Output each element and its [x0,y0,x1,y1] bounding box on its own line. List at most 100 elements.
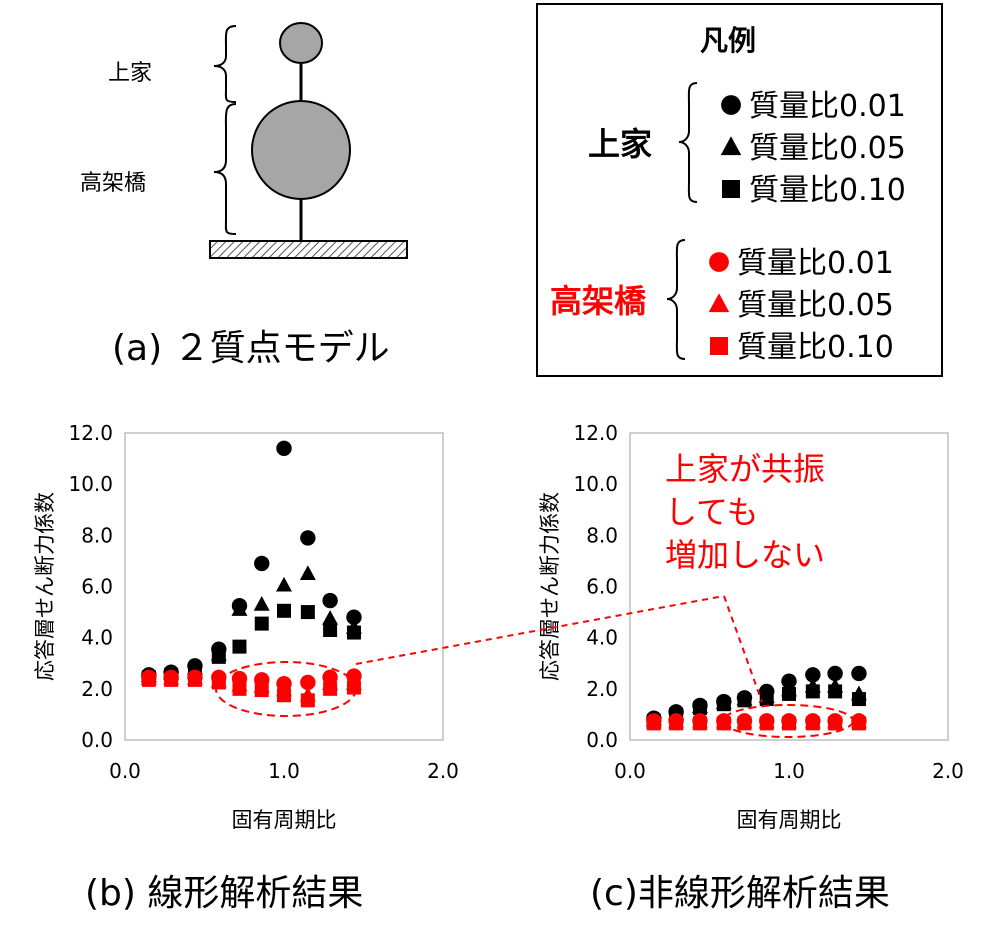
annotation-text: 増加しない [665,536,825,574]
data-point-square [254,616,269,631]
legend-entry-label: 質量比0.01 [737,246,894,281]
legend-title: 凡例 [700,24,756,57]
upper-house-brace [213,25,237,103]
data-point-square [828,716,843,731]
y-tick-label: 12.0 [68,421,113,445]
legend-entry-label: 質量比0.10 [749,173,906,208]
viaduct-mass [251,100,351,200]
legend-group-label: 上家 [588,125,652,163]
y-tick-label: 4.0 [586,626,618,650]
data-point-square [692,716,707,731]
viaduct-brace [213,103,237,235]
highlight-ellipse [722,704,854,738]
legend-brace [666,239,686,360]
legend-entry-label: 質量比0.05 [737,288,894,323]
x-axis-label: 固有周期比 [232,808,337,832]
data-point-triangle [253,596,270,611]
y-axis-label: 応答層せん断力係数 [33,492,57,681]
data-point-circle [781,673,797,689]
legend-entry-label: 質量比0.01 [749,89,906,124]
data-point-square [692,701,707,716]
data-point-square [737,716,752,731]
x-axis-label: 固有周期比 [737,808,842,832]
data-point-square [782,716,796,731]
data-point-square [187,672,202,687]
x-tick-label: 0.0 [614,759,646,783]
data-point-square [277,603,291,618]
data-point-square [716,697,731,712]
y-tick-label: 8.0 [586,523,618,547]
data-point-triangle [299,565,316,581]
data-point-triangle [276,576,292,592]
data-point-square [782,686,796,701]
caption-c: (c)非線形解析結果 [590,873,890,914]
legend-marker-circle [709,252,729,272]
x-tick-label: 1.0 [268,759,300,783]
y-tick-label: 10.0 [573,472,618,496]
legend: 凡例 上家質量比0.01質量比0.05質量比0.10高架橋質量比0.01質量比0… [536,3,943,377]
data-point-square [323,622,338,637]
y-tick-label: 2.0 [81,677,113,701]
data-point-square [254,683,269,698]
data-point-circle [346,609,362,625]
data-point-circle [851,665,867,682]
data-point-square [759,692,774,707]
x-tick-label: 2.0 [932,759,964,783]
legend-marker-triangle [720,136,742,156]
data-point-square [737,693,752,708]
legend-entry-label: 質量比0.05 [749,131,906,166]
data-point-circle [300,530,316,546]
y-tick-label: 2.0 [586,677,618,701]
data-point-square [851,716,866,731]
data-point-square [346,625,361,640]
data-point-square [646,716,661,731]
data-point-square [277,688,291,703]
chart-nonlinear: 0.0 2.0 4.0 6.0 8.0 10.0 12.0 0.0 1.0 2.0 固有周期比 応答層… [538,421,964,832]
data-point-square [759,716,774,731]
data-point-circle [276,440,292,457]
highlight-ellipse [215,661,357,717]
data-point-square [300,605,315,620]
data-point-square [164,672,179,687]
y-tick-label: 10.0 [68,472,113,496]
y-tick-label: 0.0 [586,728,618,752]
data-point-circle [254,555,270,572]
legend-group-label: 高架橋 [550,282,647,320]
ground-base [209,240,408,259]
connector-dashed-line [355,595,725,665]
data-point-triangle [231,601,248,616]
x-tick-label: 1.0 [773,759,805,783]
data-point-square [211,649,226,664]
annotation-text: しても [665,493,758,531]
data-point-square [805,716,820,731]
data-point-square [805,684,820,699]
y-axis-label: 応答層せん断力係数 [538,492,562,681]
annotation-text: 上家が共振 [665,450,825,488]
data-point-square [232,681,247,696]
legend-marker-square [722,180,740,198]
upper-mass [279,22,323,64]
two-mass-model: 上家 高架橋 (a) ２質点モデル [80,22,408,369]
data-point-square [669,716,684,731]
y-tick-label: 8.0 [81,523,113,547]
data-point-circle [805,667,821,683]
viaduct-label: 高架橋 [80,171,146,196]
data-point-square [851,692,866,707]
y-tick-label: 12.0 [573,421,618,445]
legend-marker-triangle [708,293,730,313]
data-point-square [232,639,247,654]
data-point-circle [322,592,338,609]
data-point-square [141,672,156,687]
x-tick-label: 0.0 [109,759,141,783]
data-point-circle [300,674,316,691]
caption-b: (b) 線形解析結果 [85,873,363,914]
legend-marker-circle [721,95,741,115]
data-point-square [346,680,361,695]
upper-house-label: 上家 [108,61,152,86]
x-tick-label: 2.0 [427,759,459,783]
data-point-circle [827,665,843,682]
annotation-pointer-line [723,595,763,703]
legend-brace [678,82,698,203]
y-tick-label: 6.0 [81,575,113,599]
